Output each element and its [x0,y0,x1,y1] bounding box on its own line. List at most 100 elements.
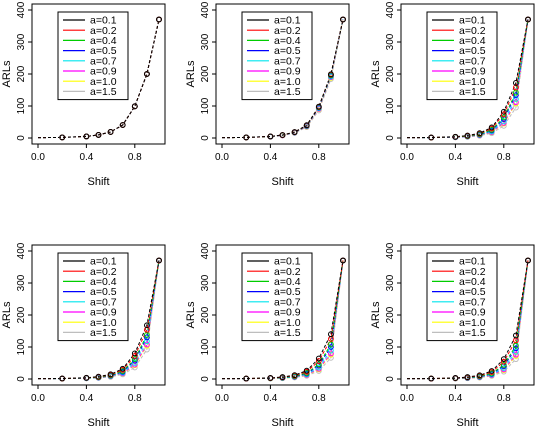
data-point [500,118,507,125]
data-point [328,350,334,357]
legend-label: a=0.5 [274,286,301,298]
y-tick-label: 100 [385,338,396,355]
y-axis-label: ARLs [370,301,382,328]
y-tick-label: 400 [200,242,211,259]
legend-box [57,252,129,342]
data-point [328,341,334,348]
x-tick-label: 0.0 [400,152,414,163]
data-point [513,96,519,102]
data-point [59,134,66,141]
data-point [119,365,126,372]
legend-box [241,252,313,342]
legend-label: a=0.4 [90,276,117,288]
legend-label: a=0.9 [90,307,117,319]
data-point [156,257,162,264]
data-point [428,134,435,141]
data-point [452,133,459,140]
data-point [500,108,507,115]
data-point [156,16,162,23]
x-tick-label: 0.8 [128,393,142,404]
data-point [513,332,519,339]
x-tick-label: 0.4 [79,152,93,163]
legend-label: a=0.1 [459,15,486,27]
legend-label: a=1.0 [90,317,117,329]
data-point [119,122,126,128]
legend-label: a=1.5 [90,327,117,339]
legend-label: a=0.4 [90,35,117,47]
y-tick-label: 300 [200,274,211,291]
legend-label: a=0.9 [274,66,301,78]
legend-label: a=0.5 [274,45,301,57]
legend-label: a=0.4 [274,35,301,47]
x-tick-label: 0.8 [497,393,511,404]
data-point [488,368,495,374]
y-tick-label: 100 [200,338,211,355]
data-point [525,257,531,264]
x-axis-label: Shift [271,417,293,429]
legend-label: a=1.0 [90,76,117,88]
legend-label: a=0.1 [274,15,301,27]
legend-label: a=1.0 [459,76,486,88]
legend-label: a=1.5 [459,327,486,339]
y-tick-label: 400 [16,242,27,259]
data-point [243,375,250,382]
data-point [144,334,150,341]
data-point [315,358,322,364]
data-point [291,372,298,379]
legend-box [57,11,129,101]
legend-label: a=0.5 [459,45,486,57]
data-point [500,114,507,121]
legend-label: a=1.5 [90,86,117,98]
legend-label: a=1.5 [274,86,301,98]
legend-label: a=0.9 [459,307,486,319]
data-point [144,338,150,345]
y-tick-label: 0 [385,376,396,382]
legend-label: a=0.5 [90,286,117,298]
legend-label: a=0.1 [459,256,486,268]
y-tick-label: 0 [385,135,396,141]
legend-label: a=0.2 [459,25,486,37]
y-tick-label: 300 [16,33,27,50]
x-tick-label: 0.4 [263,152,277,163]
data-point [513,345,519,352]
y-tick-label: 300 [16,274,27,291]
y-tick-label: 400 [200,1,211,18]
data-point [464,132,471,139]
x-tick-label: 0.0 [215,152,229,163]
legend-label: a=0.7 [274,55,301,67]
data-point [144,71,150,77]
x-axis-label: Shift [456,417,478,429]
data-point [452,375,459,381]
data-point [315,103,322,110]
y-tick-label: 200 [385,306,396,323]
y-tick-label: 400 [385,242,396,259]
data-point [131,103,138,110]
legend-label: a=0.2 [90,266,117,278]
legend-label: a=0.5 [90,45,117,57]
data-point [525,16,531,23]
y-tick-label: 400 [16,1,27,18]
data-point [500,356,507,363]
series-line [221,19,344,139]
series-line [37,19,160,139]
legend-label: a=1.0 [274,317,301,329]
x-tick-label: 0.8 [312,152,326,163]
y-tick-label: 100 [16,338,27,355]
y-tick-label: 0 [16,376,27,382]
data-point [513,348,519,355]
data-point [513,92,519,99]
legend-label: a=0.4 [459,35,486,47]
data-point [59,375,66,382]
legend-label: a=0.4 [459,276,486,288]
data-point [476,372,483,379]
data-point [500,362,507,368]
data-point [328,71,334,78]
legend-label: a=0.5 [459,286,486,298]
x-tick-label: 0.0 [215,393,229,404]
